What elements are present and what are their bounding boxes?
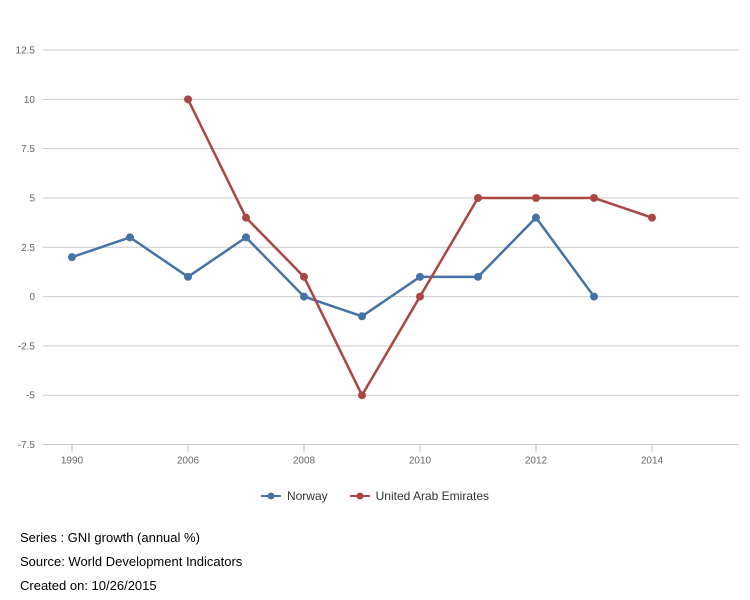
x-axis-label-2014: 2014 [641, 456, 664, 467]
data-point-united-arab-emirates-2013 [590, 193, 598, 202]
data-point-united-arab-emirates-2010 [416, 292, 424, 301]
data-point-norway-2007 [242, 233, 250, 242]
legend-item-norway[interactable]: Norway [260, 489, 328, 503]
y-axis-label-7.5: 7.5 [21, 144, 35, 155]
data-point-norway-1 [126, 233, 134, 242]
x-axis-label-2012: 2012 [525, 456, 548, 467]
y-axis-label-12.5: 12.5 [16, 46, 36, 57]
chart-legend: Norway United Arab Emirates [0, 486, 750, 506]
data-point-norway-1990 [68, 253, 76, 262]
y-axis-label--2.5: -2.5 [18, 341, 36, 352]
data-point-united-arab-emirates-2014 [648, 213, 656, 222]
y-axis-label-0: 0 [29, 292, 35, 303]
data-point-norway-2012 [532, 213, 540, 222]
data-point-norway-2008 [300, 292, 308, 301]
legend-label-united-arab-emirates: United Arab Emirates [375, 489, 490, 503]
data-point-norway-2010 [416, 272, 424, 281]
data-point-norway-2009 [358, 312, 366, 321]
legend-item-united-arab-emirates[interactable]: United Arab Emirates [349, 489, 490, 503]
created-caption: Created on: 10/26/2015 [20, 578, 157, 593]
data-point-norway-2011 [474, 272, 482, 281]
y-axis-label--5: -5 [26, 391, 35, 402]
source-caption: Source: World Development Indicators [20, 554, 243, 569]
x-axis-label-1990: 1990 [61, 456, 84, 467]
line-chart-canvas: 12.5 10 7.5 5 2.5 0 -2.5 -5 -7.5 1990 2006 2008 2010… [16, 46, 739, 467]
y-axis-label-2.5: 2.5 [21, 243, 35, 254]
data-point-united-arab-emirates-2012 [532, 193, 540, 202]
series-line-norway [70, 216, 596, 318]
y-axis-label-5: 5 [29, 193, 35, 204]
data-point-united-arab-emirates-2008 [300, 272, 308, 281]
legend-label-norway: Norway [286, 489, 328, 503]
y-axis-label-10: 10 [24, 95, 36, 106]
x-axis-label-2010: 2010 [409, 456, 432, 467]
y-axis-label--7.5: -7.5 [18, 440, 36, 451]
series-caption: Series : GNI growth (annual %) [20, 530, 200, 545]
data-point-united-arab-emirates-2011 [474, 193, 482, 202]
data-point-united-arab-emirates-2009 [358, 391, 366, 400]
x-axis-label-2006: 2006 [177, 456, 200, 467]
data-point-united-arab-emirates-2007 [242, 213, 250, 222]
chart-footer: Series : GNI growth (annual %) Source: W… [20, 526, 242, 598]
data-point-norway-2006 [184, 272, 192, 281]
x-axis-label-2008: 2008 [293, 456, 316, 467]
norway-line-marker-icon [260, 492, 281, 500]
data-point-united-arab-emirates-2006 [184, 95, 192, 104]
uae-line-marker-icon [349, 492, 370, 500]
data-point-norway-2013 [590, 292, 598, 301]
